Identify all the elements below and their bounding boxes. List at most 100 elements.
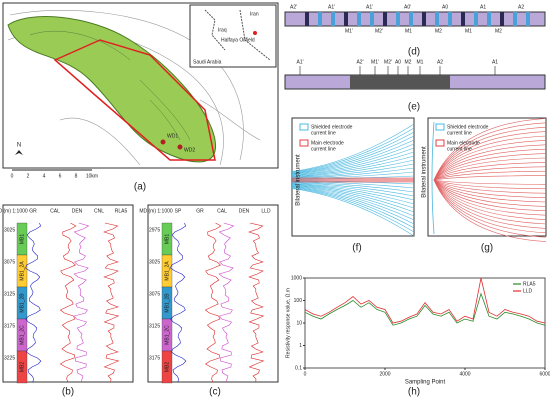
electrode-label: A1 (480, 4, 486, 10)
electrode (461, 12, 465, 26)
electrode-label: M1 (465, 28, 472, 34)
current-line (291, 131, 415, 174)
electrode-label: M1 (417, 59, 424, 65)
current-line (291, 186, 415, 225)
zone-label: MB2 (19, 362, 25, 373)
electrode (448, 12, 452, 26)
zone-label: MB1 (19, 234, 25, 245)
block-boundary (53, 39, 216, 161)
field-name: Halfaya Oilfield (221, 37, 255, 43)
current-line (433, 179, 547, 229)
series-line (304, 277, 546, 324)
current-line (291, 167, 415, 179)
current-line (291, 183, 415, 205)
log-header: MD (m) 1:1000 (139, 208, 173, 214)
zone (161, 350, 173, 384)
zone-label: MB1_2A (164, 261, 170, 281)
electrode (383, 12, 387, 26)
north: N (17, 143, 21, 149)
log-header: GR (29, 208, 37, 214)
current-line (291, 127, 415, 173)
electrode-label: A2 (518, 4, 524, 10)
legend-label: Shielded electrode (311, 124, 353, 130)
current-line (433, 179, 547, 190)
electrode-label: A2 (437, 59, 443, 65)
electrode (474, 12, 478, 26)
array-d (284, 11, 546, 27)
depth-label: 3175 (4, 323, 15, 329)
log-curve (204, 222, 222, 383)
electrode (500, 12, 504, 26)
current-line (291, 185, 415, 217)
current-line (291, 183, 415, 209)
zone-label: MB1_2C (19, 325, 25, 345)
electrode-label: M2 (435, 28, 442, 34)
log-header: GR (196, 208, 204, 214)
legend-label: Main electrode (447, 140, 480, 146)
current-line (291, 181, 415, 193)
electrode (422, 12, 426, 26)
current-line (291, 159, 415, 178)
field-marker (253, 31, 257, 35)
legend-label: current line (311, 130, 336, 136)
legend-swatch (299, 139, 309, 147)
log-header: CAL (50, 208, 60, 214)
y-tick-label: 1 (299, 343, 302, 349)
field-area (7, 16, 216, 163)
panel-label: (d) (408, 47, 420, 58)
current-line (291, 151, 415, 177)
electrode-label: A1' (328, 4, 335, 10)
current-line (433, 179, 547, 238)
panel-label: (e) (408, 102, 420, 113)
current-line (433, 162, 547, 181)
log-header: LLD (261, 208, 271, 214)
legend-label: current line (447, 130, 472, 136)
well-label: WD2 (184, 147, 195, 153)
y-tick-label: 100 (294, 298, 303, 304)
electrode (331, 12, 335, 26)
electrode (344, 12, 348, 26)
current-line (433, 179, 547, 220)
current-line (291, 187, 415, 233)
scale-label: 0 (11, 173, 14, 179)
electrodes (305, 12, 530, 26)
country: Saudi Arabia (193, 59, 222, 65)
current-line (433, 135, 547, 181)
current-line (433, 144, 547, 181)
panel-label: (h) (408, 387, 420, 398)
electrode-label: A0 (442, 4, 448, 10)
current-line (291, 147, 415, 176)
legend-label: Main electrode (311, 140, 344, 146)
log-header: DEN (72, 208, 83, 214)
log-curve (218, 222, 235, 383)
electrode (357, 12, 361, 26)
log-curve (170, 222, 187, 383)
electrode-label: M2' (384, 59, 392, 65)
insulator (350, 75, 450, 89)
depth-label: 3025 (4, 227, 15, 233)
panel-label: (b) (62, 387, 74, 398)
depth-label: 3125 (149, 323, 160, 329)
current-line (433, 157, 547, 181)
log-curve (73, 222, 90, 383)
x-axis-label: Sampling Point (405, 380, 446, 386)
current-line (291, 155, 415, 177)
zone-label: MB1_2C (164, 325, 170, 345)
electrode-label: A1' (296, 59, 303, 65)
panel-label: (a) (134, 182, 146, 193)
current-line (433, 179, 547, 216)
current-line (433, 122, 547, 181)
borders (204, 9, 271, 61)
electrode (487, 12, 491, 26)
log-header: CAL (217, 208, 227, 214)
log-curve (25, 222, 42, 383)
current-line (433, 179, 547, 203)
y-tick-label: 0.1 (295, 365, 302, 371)
country: Iran (250, 11, 259, 17)
current-line (433, 175, 547, 181)
electrode-label: A2' (356, 59, 363, 65)
current-line (433, 166, 547, 181)
zone-label: MB1_2B (164, 293, 170, 313)
well (160, 139, 166, 145)
country: Iraq (218, 27, 227, 33)
